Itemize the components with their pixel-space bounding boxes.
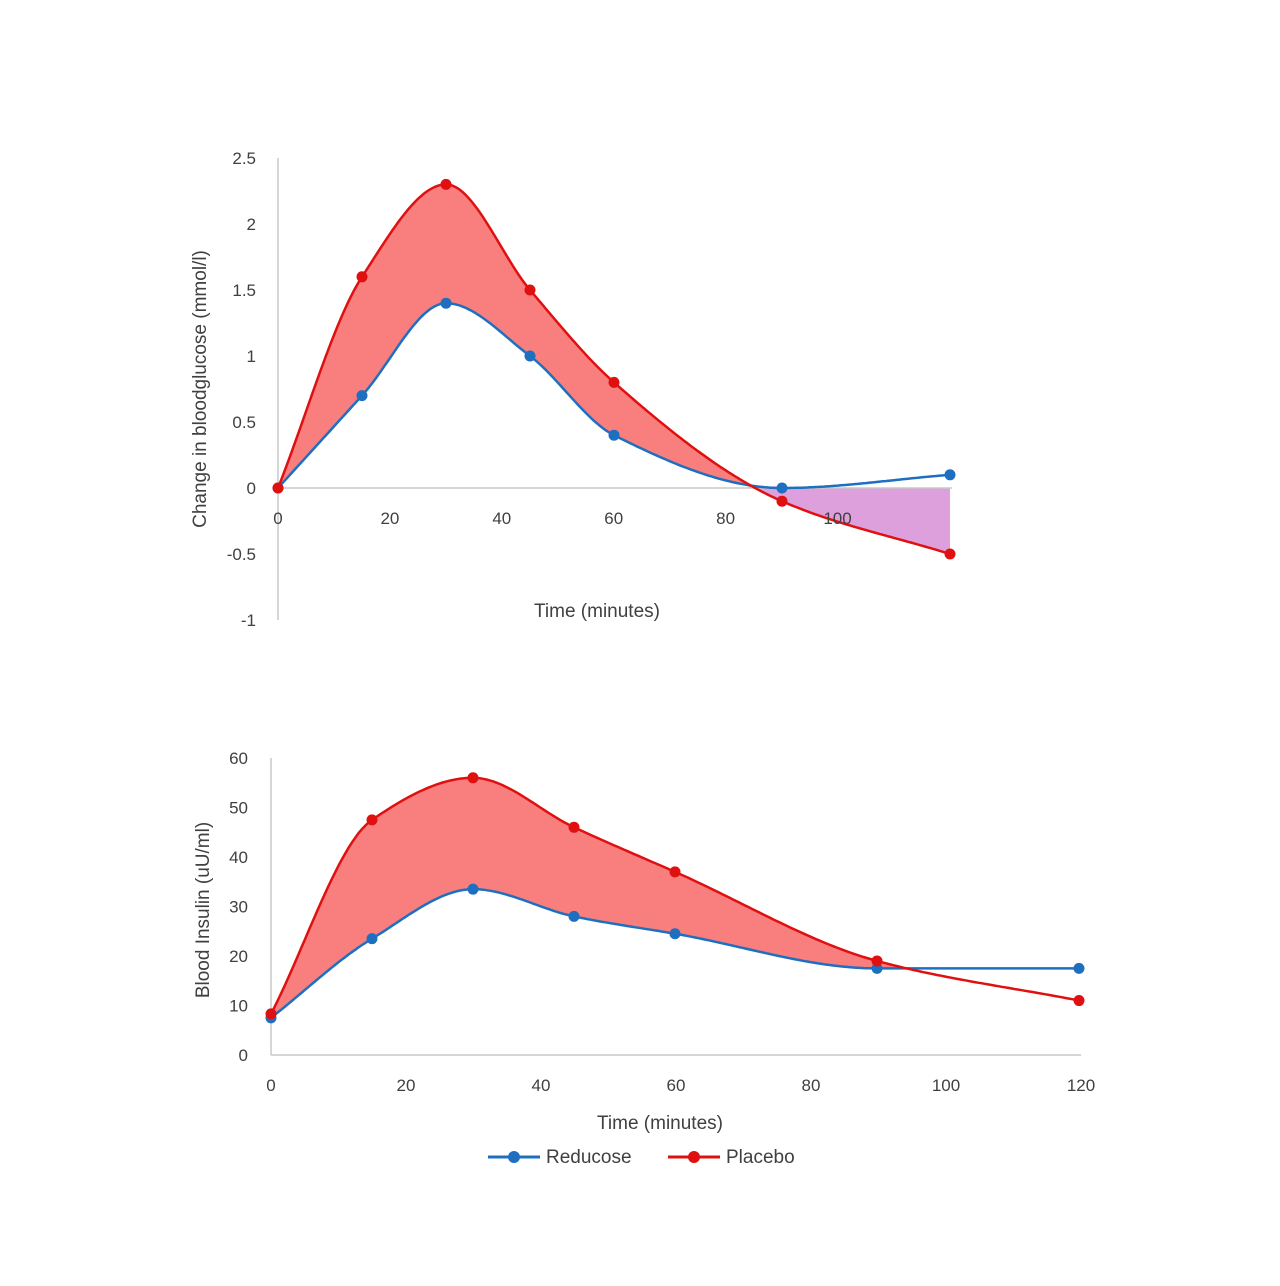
- legend-label-reducose: Reducose: [546, 1147, 632, 1168]
- insulin-x-tick-label: 20: [397, 1076, 416, 1095]
- glucose-point-reducose: [440, 297, 452, 309]
- glucose-x-tick-label: 0: [273, 509, 282, 528]
- glucose-x-ticks: 0 20 40 60 80 100: [273, 509, 851, 528]
- insulin-point-placebo: [1073, 995, 1085, 1007]
- insulin-y-tick-label: 20: [229, 947, 248, 966]
- legend-label-placebo: Placebo: [726, 1147, 795, 1168]
- glucose-y-tick-label: 1.5: [232, 281, 256, 300]
- glucose-y-tick-label: -1: [241, 611, 256, 630]
- insulin-x-tick-label: 80: [802, 1076, 821, 1095]
- glucose-x-axis-title: Time (minutes): [534, 601, 660, 622]
- insulin-point-placebo: [568, 821, 580, 833]
- legend-item-placebo: Placebo: [668, 1147, 795, 1168]
- glucose-x-tick-label: 100: [823, 509, 851, 528]
- glucose-point-placebo: [776, 495, 788, 507]
- glucose-axes: [277, 158, 952, 620]
- legend-marker-placebo: [688, 1151, 700, 1163]
- insulin-y-tick-label: 10: [229, 997, 248, 1016]
- insulin-x-ticks: 0 20 40 60 80 100 120: [266, 1076, 1095, 1095]
- glucose-series: [272, 178, 956, 560]
- insulin-series: [265, 772, 1085, 1024]
- glucose-chart: 0 20 40 60 80 100 2.5 2 1.5 1 0.5 0 -0.5 -1 Time (mi…: [190, 149, 956, 630]
- glucose-x-tick-label: 80: [716, 509, 735, 528]
- insulin-y-ticks: 60 50 40 30 20 10 0: [229, 749, 248, 1065]
- insulin-area-fills: [271, 777, 904, 1018]
- insulin-x-tick-label: 120: [1067, 1076, 1095, 1095]
- insulin-y-tick-label: 60: [229, 749, 248, 768]
- insulin-x-tick-label: 100: [932, 1076, 960, 1095]
- insulin-point-reducose: [1073, 962, 1085, 974]
- glucose-area-between-curves: [278, 184, 749, 488]
- glucose-y-tick-label: 0: [247, 479, 256, 498]
- insulin-x-axis-title: Time (minutes): [597, 1113, 723, 1134]
- insulin-area-between-curves: [271, 777, 904, 1018]
- glucose-y-ticks: 2.5 2 1.5 1 0.5 0 -0.5 -1: [227, 149, 256, 630]
- glucose-point-reducose: [356, 390, 368, 402]
- insulin-point-placebo: [467, 772, 479, 784]
- insulin-point-placebo: [669, 866, 681, 878]
- glucose-point-placebo: [440, 178, 452, 190]
- glucose-point-placebo: [944, 548, 956, 560]
- legend-item-reducose: Reducose: [488, 1147, 632, 1168]
- insulin-y-tick-label: 50: [229, 799, 248, 818]
- glucose-point-placebo: [524, 284, 536, 296]
- glucose-x-tick-label: 40: [492, 509, 511, 528]
- glucose-point-reducose: [608, 429, 620, 441]
- glucose-x-tick-label: 20: [380, 509, 399, 528]
- insulin-y-axis-title: Blood Insulin (uU/ml): [193, 822, 214, 998]
- insulin-x-tick-label: 0: [266, 1076, 275, 1095]
- glucose-y-tick-label: 0.5: [232, 413, 256, 432]
- glucose-point-reducose: [524, 350, 536, 362]
- insulin-point-reducose: [568, 910, 580, 922]
- insulin-point-placebo: [366, 814, 378, 826]
- glucose-y-tick-label: 2: [247, 215, 256, 234]
- insulin-x-tick-label: 60: [667, 1076, 686, 1095]
- glucose-y-tick-label: -0.5: [227, 545, 256, 564]
- insulin-point-placebo: [871, 955, 883, 967]
- insulin-y-tick-label: 40: [229, 848, 248, 867]
- glucose-point-placebo: [356, 271, 368, 283]
- legend-marker-reducose: [508, 1151, 520, 1163]
- insulin-point-reducose: [669, 928, 681, 940]
- glucose-y-axis-title: Change in bloodglucose (mmol/l): [190, 250, 211, 528]
- insulin-y-tick-label: 30: [229, 898, 248, 917]
- glucose-area-below-zero: [748, 484, 950, 554]
- insulin-point-reducose: [366, 933, 378, 945]
- glucose-point-placebo: [272, 482, 284, 494]
- insulin-point-reducose: [467, 883, 479, 895]
- glucose-y-tick-label: 1: [247, 347, 256, 366]
- insulin-point-placebo: [265, 1008, 277, 1020]
- glucose-x-tick-label: 60: [604, 509, 623, 528]
- glucose-point-reducose: [944, 469, 956, 481]
- glucose-area-fills: [278, 184, 950, 554]
- insulin-x-tick-label: 40: [532, 1076, 551, 1095]
- glucose-y-tick-label: 2.5: [232, 149, 256, 168]
- glucose-point-placebo: [608, 376, 620, 388]
- insulin-y-tick-label: 0: [239, 1046, 248, 1065]
- legend: Reducose Placebo: [488, 1147, 795, 1168]
- glucose-point-reducose: [776, 482, 788, 494]
- insulin-axes: [270, 758, 1081, 1056]
